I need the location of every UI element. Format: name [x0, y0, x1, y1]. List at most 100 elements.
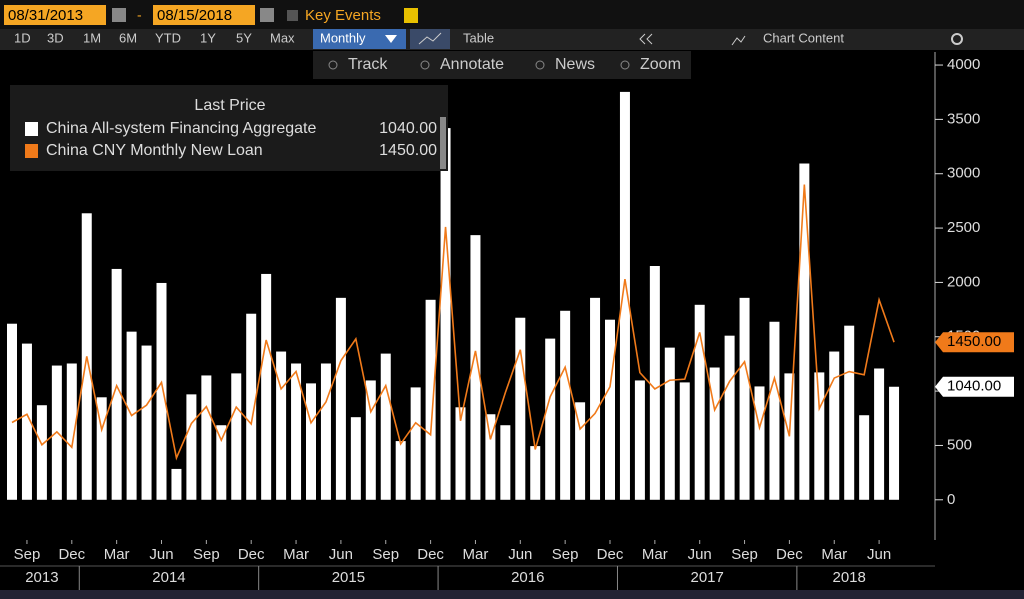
x-tick-label: Mar [104, 546, 130, 563]
x-axis-band [0, 540, 1024, 590]
range-button[interactable]: 1D [14, 30, 31, 45]
year-label: 2015 [332, 569, 365, 586]
bar [814, 372, 825, 500]
calendar-icon[interactable] [112, 8, 126, 22]
x-tick-label: Jun [508, 546, 532, 563]
bar [859, 415, 870, 500]
bar [350, 417, 361, 500]
bar [470, 235, 481, 500]
x-tick-label: Sep [14, 546, 41, 563]
checkbox[interactable] [287, 10, 298, 21]
bar [739, 297, 750, 500]
range-button[interactable]: 6M [119, 30, 137, 45]
last-value-tag [935, 332, 1014, 353]
tool-button[interactable]: Zoom [640, 56, 681, 73]
x-tick-label: Jun [329, 546, 353, 563]
tool-button[interactable]: News [555, 56, 595, 73]
period: Monthly [320, 30, 366, 45]
y-tick-label: 0 [947, 491, 955, 508]
range-button[interactable]: 1Y [200, 30, 216, 45]
calendar-icon[interactable] [260, 8, 274, 22]
y-tick-label: 4000 [947, 56, 980, 73]
bar [261, 273, 272, 500]
x-tick-label: Mar [642, 546, 668, 563]
range-button[interactable]: 3D [47, 30, 64, 45]
year-label: 2016 [511, 569, 544, 586]
x-tick-label: Sep [193, 546, 220, 563]
x-tick-label: Mar [821, 546, 847, 563]
bar [664, 347, 675, 500]
dropdown-icon [385, 35, 397, 43]
y-tick-label: 3500 [947, 110, 980, 127]
x-tick-label: Jun [867, 546, 891, 563]
bar [365, 380, 376, 500]
legend-box [10, 85, 448, 171]
dash: - [137, 7, 142, 23]
bar [605, 319, 615, 500]
bar [769, 321, 780, 500]
tool-icon [420, 60, 430, 70]
last-value-label: 1450.00 [947, 333, 1001, 350]
start-date-box[interactable] [4, 5, 106, 25]
x-tick-label: Jun [149, 546, 173, 563]
legend-value: 1450.00 [379, 142, 437, 159]
year-label: 2017 [690, 569, 723, 586]
bar [889, 386, 900, 500]
settings-icon[interactable] [951, 33, 963, 45]
range-button[interactable]: 1M [83, 30, 101, 45]
toolbar-row [0, 29, 1024, 50]
bar [156, 282, 167, 500]
bar [96, 397, 107, 500]
bar [171, 468, 182, 500]
bar [485, 414, 496, 500]
collapse-icon[interactable] [639, 33, 653, 45]
tool-icon [620, 60, 630, 70]
bar [216, 425, 227, 500]
bar [515, 317, 526, 500]
range-button[interactable]: YTD [155, 30, 181, 45]
x-tick-label: Dec [58, 546, 85, 563]
bar [784, 373, 795, 500]
tool-button[interactable]: Track [348, 56, 388, 73]
end-date-box[interactable] [153, 5, 255, 25]
bar [709, 367, 720, 500]
bottom-bar [0, 590, 1024, 599]
y-tick-label: 500 [947, 436, 972, 453]
range-button[interactable]: Max [270, 30, 295, 45]
info-icon[interactable] [404, 8, 418, 23]
bar [291, 363, 302, 500]
last-value-tag [935, 376, 1014, 397]
period-button[interactable] [313, 29, 406, 49]
legend-swatch [25, 122, 38, 136]
bar [829, 351, 840, 500]
scrollbar [440, 117, 446, 169]
bar [201, 375, 212, 500]
y-tick-label: 2500 [947, 219, 980, 236]
x-tick-label: Mar [463, 546, 489, 563]
bar [7, 323, 17, 500]
bar [455, 407, 466, 500]
x-tick-label: Dec [776, 546, 803, 563]
tool-button[interactable]: Annotate [440, 56, 504, 73]
chart-content[interactable]: Chart Content [763, 30, 844, 45]
bar [590, 297, 601, 500]
key-events[interactable]: Key Events [305, 7, 381, 24]
bar [320, 363, 331, 500]
range-button[interactable]: 5Y [236, 30, 252, 45]
y-tick-label: 3000 [947, 165, 980, 182]
bar [500, 425, 511, 500]
x-tick-label: Sep [372, 546, 399, 563]
bar [679, 382, 690, 500]
bar [276, 351, 287, 500]
bar [694, 304, 705, 500]
legend-swatch [25, 144, 38, 158]
bar [425, 299, 436, 500]
bar [440, 128, 451, 500]
x-tick-label: Mar [283, 546, 309, 563]
table-button[interactable]: Table [463, 30, 494, 45]
content-icon [731, 35, 746, 46]
x-tick-label: Jun [688, 546, 712, 563]
bar [36, 405, 47, 500]
x-tick-label: Sep [552, 546, 579, 563]
